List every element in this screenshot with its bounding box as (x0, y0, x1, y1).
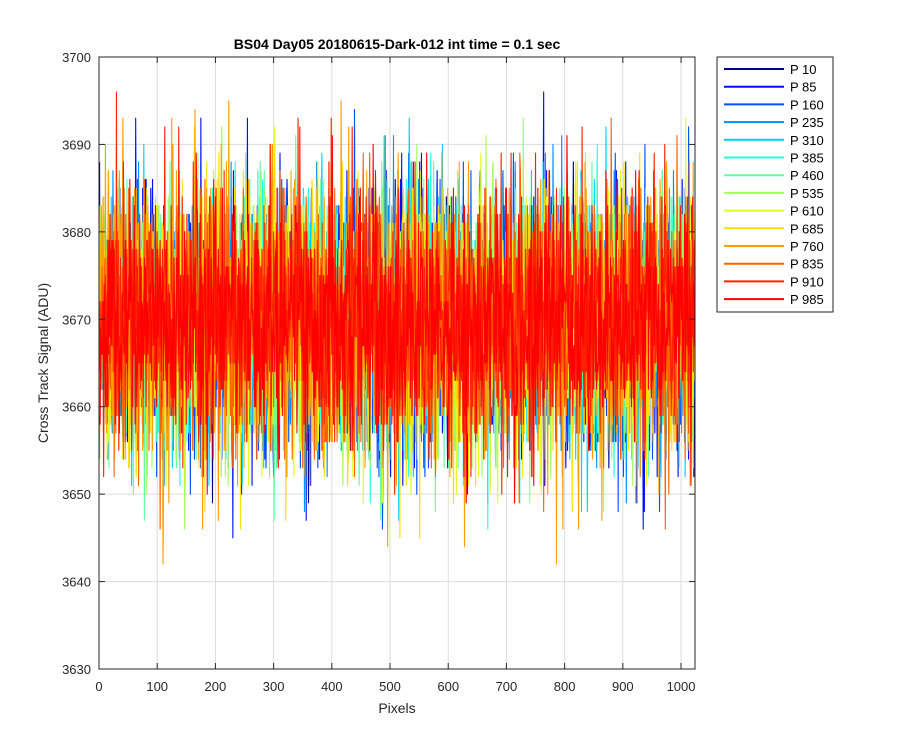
x-tick-label: 1000 (667, 679, 696, 694)
x-tick-label: 600 (437, 679, 459, 694)
series-line-p985 (99, 135, 696, 504)
legend-label: P 460 (790, 168, 824, 183)
y-tick-label: 3700 (62, 50, 91, 65)
legend-label: P 610 (790, 204, 824, 219)
y-axis-title: Cross Track Signal (ADU) (35, 283, 51, 443)
legend-label: P 985 (790, 292, 824, 307)
legend-label: P 835 (790, 257, 824, 272)
chart-title: BS04 Day05 20180615-Dark-012 int time = … (234, 36, 561, 52)
x-tick-label: 700 (496, 679, 518, 694)
x-tick-label: 500 (379, 679, 401, 694)
y-tick-label: 3660 (62, 400, 91, 415)
y-tick-label: 3680 (62, 225, 91, 240)
axes-box (98, 56, 696, 670)
y-tick-label: 3640 (62, 575, 91, 590)
data-series-layer (99, 91, 696, 565)
y-tick-label: 3690 (62, 137, 91, 152)
x-tick-label: 900 (612, 679, 634, 694)
legend-box (716, 56, 834, 313)
x-tick-label: 400 (321, 679, 343, 694)
legend-label: P 235 (790, 115, 824, 130)
y-tick-label: 3650 (62, 487, 91, 502)
x-tick-label: 800 (554, 679, 576, 694)
x-tick-label: 200 (205, 679, 227, 694)
legend-label: P 910 (790, 274, 824, 289)
x-tick-label: 300 (263, 679, 285, 694)
x-tick-label: 0 (95, 679, 102, 694)
legend-label: P 160 (790, 97, 824, 112)
legend-label: P 10 (790, 62, 817, 77)
legend-label: P 685 (790, 221, 824, 236)
legend-label: P 310 (790, 133, 824, 148)
legend-label: P 535 (790, 186, 824, 201)
y-tick-label: 3630 (62, 662, 91, 677)
x-axis-title: Pixels (378, 700, 415, 716)
legend-label: P 385 (790, 151, 824, 166)
legend: P 10 P 85 P 160 P 235 P 310 P 385 P 460 P 535 P … (716, 56, 834, 313)
legend-label: P 760 (790, 239, 824, 254)
x-tick-label: 100 (146, 679, 168, 694)
axis-ticks: 0 100 200 300 400 500 600 700 800 900 1000 3630 3640… (62, 50, 695, 694)
legend-label: P 85 (790, 80, 817, 95)
y-tick-label: 3670 (62, 312, 91, 327)
